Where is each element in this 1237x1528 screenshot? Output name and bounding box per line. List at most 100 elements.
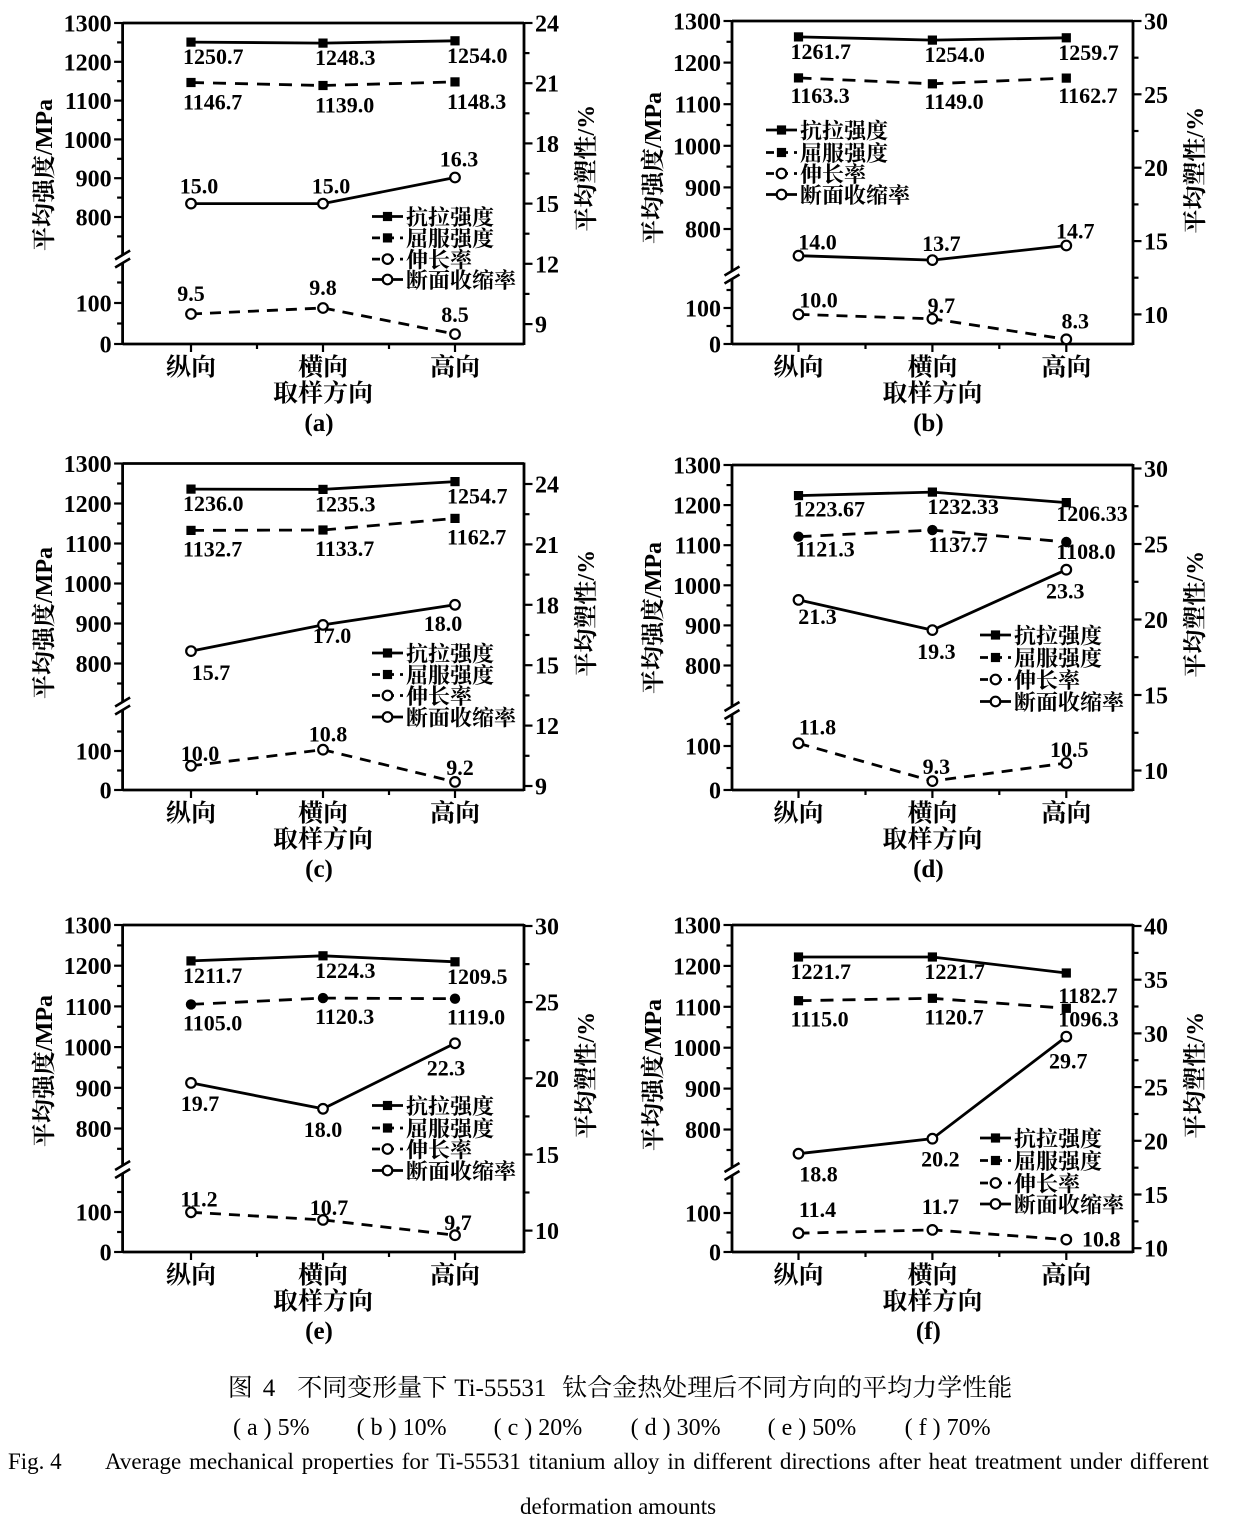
- svg-text:100: 100: [685, 735, 721, 761]
- svg-text:14.7: 14.7: [1056, 219, 1095, 244]
- svg-text:0: 0: [709, 1241, 721, 1267]
- svg-text:1232.33: 1232.33: [927, 494, 999, 519]
- svg-text:21: 21: [535, 533, 559, 559]
- svg-text:24: 24: [535, 12, 559, 38]
- svg-text:(b): (b): [913, 410, 944, 437]
- svg-text:8.3: 8.3: [1062, 308, 1090, 333]
- svg-text:1200: 1200: [64, 50, 112, 76]
- svg-text:10.8: 10.8: [1082, 1227, 1121, 1252]
- svg-text:20: 20: [1144, 156, 1168, 182]
- svg-text:100: 100: [76, 292, 112, 318]
- svg-text:15: 15: [535, 1143, 559, 1169]
- svg-text:800: 800: [76, 1117, 112, 1143]
- svg-text:1200: 1200: [673, 954, 721, 980]
- svg-text:900: 900: [685, 176, 721, 202]
- svg-text:( e ) 50%: ( e ) 50%: [768, 1415, 857, 1441]
- svg-text:1254.7: 1254.7: [447, 484, 508, 509]
- svg-text:1300: 1300: [64, 914, 112, 940]
- svg-text:18: 18: [535, 132, 559, 158]
- svg-text:25: 25: [1144, 1076, 1168, 1102]
- svg-text:11.8: 11.8: [799, 714, 836, 739]
- svg-text:10: 10: [1144, 303, 1168, 329]
- svg-text:1209.5: 1209.5: [447, 964, 508, 989]
- svg-text:20: 20: [1144, 608, 1168, 634]
- svg-text:1223.67: 1223.67: [794, 497, 866, 522]
- svg-text:15: 15: [535, 654, 559, 680]
- svg-text:25: 25: [1144, 83, 1168, 109]
- svg-text:1139.0: 1139.0: [315, 93, 374, 118]
- svg-text:1000: 1000: [673, 134, 721, 160]
- svg-text:/%: /%: [574, 550, 600, 582]
- svg-text:1100: 1100: [65, 532, 112, 558]
- svg-text:/MPa: /MPa: [641, 999, 667, 1056]
- svg-text:1120.7: 1120.7: [924, 1004, 983, 1029]
- svg-text:1162.7: 1162.7: [1058, 83, 1117, 108]
- svg-text:900: 900: [76, 612, 112, 638]
- svg-text:800: 800: [685, 1118, 721, 1144]
- svg-text:9.7: 9.7: [444, 1210, 472, 1235]
- svg-text:900: 900: [685, 1077, 721, 1103]
- svg-text:18.0: 18.0: [304, 1117, 343, 1142]
- svg-text:16.3: 16.3: [440, 147, 479, 172]
- svg-text:15: 15: [1144, 684, 1168, 710]
- svg-text:1100: 1100: [674, 534, 721, 560]
- svg-text:13.7: 13.7: [922, 231, 961, 256]
- svg-text:9.7: 9.7: [928, 293, 956, 318]
- svg-text:1211.7: 1211.7: [183, 963, 242, 988]
- svg-text:1221.7: 1221.7: [924, 959, 985, 984]
- svg-text:15: 15: [535, 192, 559, 218]
- svg-text:/MPa: /MPa: [32, 99, 58, 156]
- svg-text:29.7: 29.7: [1049, 1049, 1088, 1074]
- svg-text:12: 12: [535, 714, 559, 740]
- svg-text:100: 100: [76, 740, 112, 766]
- svg-text:10: 10: [1144, 1237, 1168, 1263]
- svg-text:10.0: 10.0: [799, 287, 838, 312]
- svg-text:/%: /%: [1183, 1012, 1209, 1044]
- svg-text:/MPa: /MPa: [641, 92, 667, 149]
- svg-text:20.2: 20.2: [921, 1147, 960, 1172]
- svg-text:0: 0: [709, 333, 721, 359]
- svg-text:1096.3: 1096.3: [1058, 1006, 1119, 1031]
- svg-text:1200: 1200: [64, 492, 112, 518]
- svg-text:21.3: 21.3: [798, 604, 837, 629]
- svg-text:( b ) 10%: ( b ) 10%: [357, 1415, 447, 1441]
- svg-text:100: 100: [685, 1202, 721, 1228]
- svg-text:12: 12: [535, 252, 559, 278]
- svg-text:Fig. 4: Fig. 4: [8, 1449, 62, 1474]
- svg-text:10.8: 10.8: [309, 722, 348, 747]
- svg-text:1105.0: 1105.0: [183, 1010, 242, 1035]
- svg-text:9.3: 9.3: [923, 754, 951, 779]
- svg-text:15.0: 15.0: [312, 174, 351, 199]
- svg-text:( d ) 30%: ( d ) 30%: [631, 1415, 721, 1441]
- svg-text:900: 900: [685, 614, 721, 640]
- svg-text:100: 100: [76, 1201, 112, 1227]
- svg-text:800: 800: [76, 652, 112, 678]
- svg-text:800: 800: [685, 654, 721, 680]
- svg-text:9.5: 9.5: [177, 281, 205, 306]
- svg-text:18.8: 18.8: [799, 1162, 838, 1187]
- svg-text:1120.3: 1120.3: [315, 1004, 374, 1029]
- svg-text:1224.3: 1224.3: [315, 958, 376, 983]
- svg-text:11.7: 11.7: [922, 1194, 959, 1219]
- svg-text:25: 25: [535, 991, 559, 1017]
- svg-text:1100: 1100: [674, 995, 721, 1021]
- svg-text:( c ) 20%: ( c ) 20%: [494, 1415, 583, 1441]
- svg-text:1261.7: 1261.7: [791, 39, 852, 64]
- svg-text:0: 0: [100, 333, 112, 359]
- svg-text:1000: 1000: [673, 1036, 721, 1062]
- svg-text:10.0: 10.0: [181, 741, 220, 766]
- svg-text:1221.7: 1221.7: [791, 959, 852, 984]
- svg-text:15: 15: [1144, 230, 1168, 256]
- svg-text:1115.0: 1115.0: [791, 1007, 849, 1032]
- svg-text:23.3: 23.3: [1046, 579, 1085, 604]
- svg-text:1108.0: 1108.0: [1056, 539, 1115, 564]
- svg-text:30: 30: [535, 915, 559, 941]
- svg-text:1300: 1300: [673, 914, 721, 940]
- svg-text:(a): (a): [304, 410, 333, 437]
- svg-text:1182.7: 1182.7: [1058, 983, 1117, 1008]
- svg-text:1300: 1300: [673, 454, 721, 480]
- svg-text:800: 800: [76, 206, 112, 232]
- svg-text:9: 9: [535, 775, 547, 801]
- svg-text:8.5: 8.5: [441, 302, 469, 327]
- svg-text:1119.0: 1119.0: [447, 1005, 505, 1030]
